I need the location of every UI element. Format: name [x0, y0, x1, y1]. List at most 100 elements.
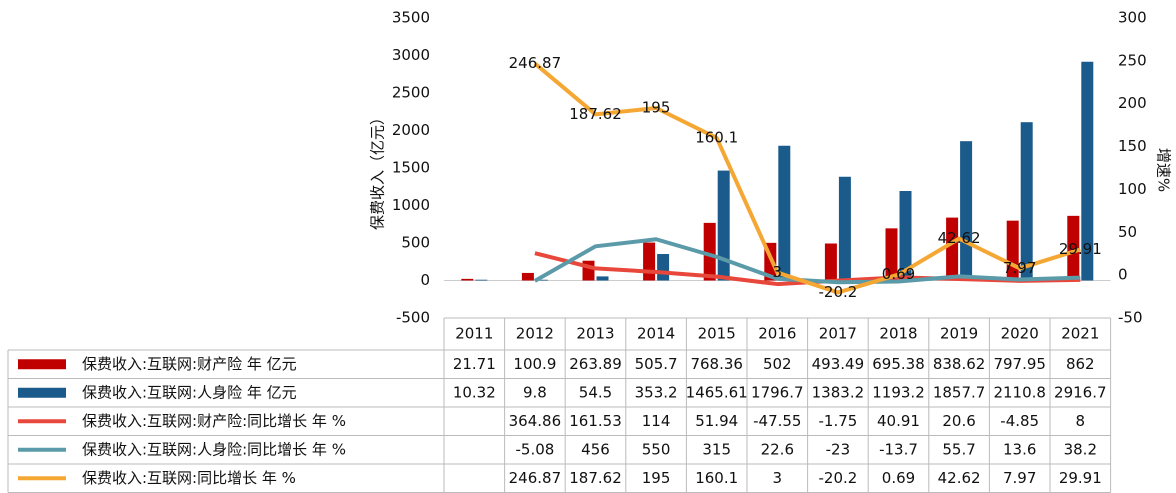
- data-label: 160.1: [695, 128, 738, 146]
- bar: [475, 279, 488, 281]
- bar: [657, 254, 670, 281]
- table-value: 364.86: [509, 412, 562, 430]
- y-tick-label: 3500: [392, 9, 430, 27]
- table-value: 54.5: [579, 383, 612, 401]
- table-value: 0.69: [882, 469, 915, 487]
- data-label: 246.87: [509, 54, 562, 72]
- table-value: 456: [581, 440, 610, 458]
- y-tick-label: 500: [401, 234, 430, 252]
- x-tick-label: 2016: [758, 325, 796, 343]
- table-value: 38.2: [1064, 440, 1097, 458]
- table-value: 55.7: [942, 440, 975, 458]
- bar: [960, 141, 973, 281]
- y2-tick-label: 0: [1118, 266, 1128, 284]
- bar: [885, 228, 898, 281]
- data-label: 42.62: [938, 229, 981, 247]
- bar: [535, 279, 548, 281]
- y2-tick-label: 250: [1118, 51, 1147, 69]
- y-tick-label: 2500: [392, 84, 430, 102]
- table-value: -13.7: [879, 440, 918, 458]
- table-value: 315: [702, 440, 731, 458]
- table-value: 1465.61: [686, 383, 748, 401]
- table-value: 797.95: [993, 355, 1046, 373]
- legend-swatch: [18, 387, 66, 398]
- table-value: 505.7: [635, 355, 678, 373]
- x-tick-label: 2014: [637, 325, 675, 343]
- x-tick-label: 2015: [698, 325, 736, 343]
- bar: [946, 217, 959, 281]
- y-tick-label: 3000: [392, 46, 430, 64]
- table-value: 114: [642, 412, 671, 430]
- y2-tick-label: 50: [1118, 223, 1137, 241]
- bar: [461, 278, 474, 281]
- y2-tick-label: 200: [1118, 94, 1147, 112]
- data-label: 187.62: [569, 105, 622, 123]
- table-value: 9.8: [523, 383, 547, 401]
- y-axis-label: 保费收入（亿元）: [369, 110, 387, 230]
- table-value: 2110.8: [993, 383, 1046, 401]
- table-value: 187.62: [569, 469, 622, 487]
- table-value: 40.91: [877, 412, 920, 430]
- table-value: 246.87: [509, 469, 562, 487]
- table-value: 22.6: [761, 440, 794, 458]
- bar: [1020, 122, 1033, 281]
- y2-tick-label: -50: [1118, 309, 1143, 327]
- table-value: 51.94: [695, 412, 738, 430]
- data-label: 195: [642, 99, 671, 117]
- bar: [778, 145, 791, 281]
- y2-tick-label: 300: [1118, 9, 1147, 27]
- table-value: 21.71: [453, 355, 496, 373]
- table-value: 13.6: [1003, 440, 1036, 458]
- bar: [824, 243, 837, 281]
- table-value: 7.97: [1003, 469, 1036, 487]
- y-tick-label: 2000: [392, 121, 430, 139]
- y-tick-label: 1000: [392, 196, 430, 214]
- x-tick-label: 2012: [516, 325, 554, 343]
- data-label: -20.2: [818, 283, 857, 301]
- table-value: 161.53: [569, 412, 622, 430]
- table-value: 1193.2: [872, 383, 925, 401]
- table-value: 20.6: [942, 412, 975, 430]
- table-value: 263.89: [569, 355, 622, 373]
- table-value: -1.75: [818, 412, 857, 430]
- table-value: 838.62: [933, 355, 986, 373]
- table-value: 695.38: [872, 355, 925, 373]
- table-value: 160.1: [695, 469, 738, 487]
- table-value: 1383.2: [812, 383, 865, 401]
- table-value: 3: [773, 469, 783, 487]
- bar: [521, 272, 534, 281]
- table-value: -4.85: [1000, 412, 1039, 430]
- table-value: 10.32: [453, 383, 496, 401]
- table-value: 29.91: [1059, 469, 1102, 487]
- bar: [643, 242, 656, 281]
- y-tick-label: 1500: [392, 159, 430, 177]
- line: [533, 62, 1081, 295]
- table-value: 502: [763, 355, 792, 373]
- table-value: 550: [642, 440, 671, 458]
- bar: [1081, 61, 1094, 281]
- table-value: -23: [826, 440, 851, 458]
- table-value: 1857.7: [933, 383, 986, 401]
- legend-label: 保费收入:互联网:人身险 年 亿元: [82, 383, 297, 401]
- table-value: 1796.7: [751, 383, 804, 401]
- x-tick-label: 2020: [1001, 325, 1039, 343]
- y-tick-label: 0: [420, 271, 430, 289]
- bar: [899, 191, 912, 281]
- bar: [596, 276, 609, 281]
- bar: [703, 222, 716, 281]
- bar: [838, 176, 851, 281]
- legend-swatch: [18, 359, 66, 370]
- y-tick-label: -500: [396, 309, 430, 327]
- y2-tick-label: 150: [1118, 137, 1147, 155]
- x-tick-label: 2011: [455, 325, 493, 343]
- table-value: 862: [1066, 355, 1095, 373]
- x-tick-label: 2017: [819, 325, 857, 343]
- table-value: 8: [1076, 412, 1086, 430]
- data-label: 0.69: [882, 265, 915, 283]
- legend-label: 保费收入:互联网:财产险:同比增长 年 %: [82, 412, 346, 430]
- y2-tick-label: 100: [1118, 180, 1147, 198]
- bar: [717, 170, 730, 281]
- data-label: 7.97: [1003, 259, 1036, 277]
- table-value: 42.62: [938, 469, 981, 487]
